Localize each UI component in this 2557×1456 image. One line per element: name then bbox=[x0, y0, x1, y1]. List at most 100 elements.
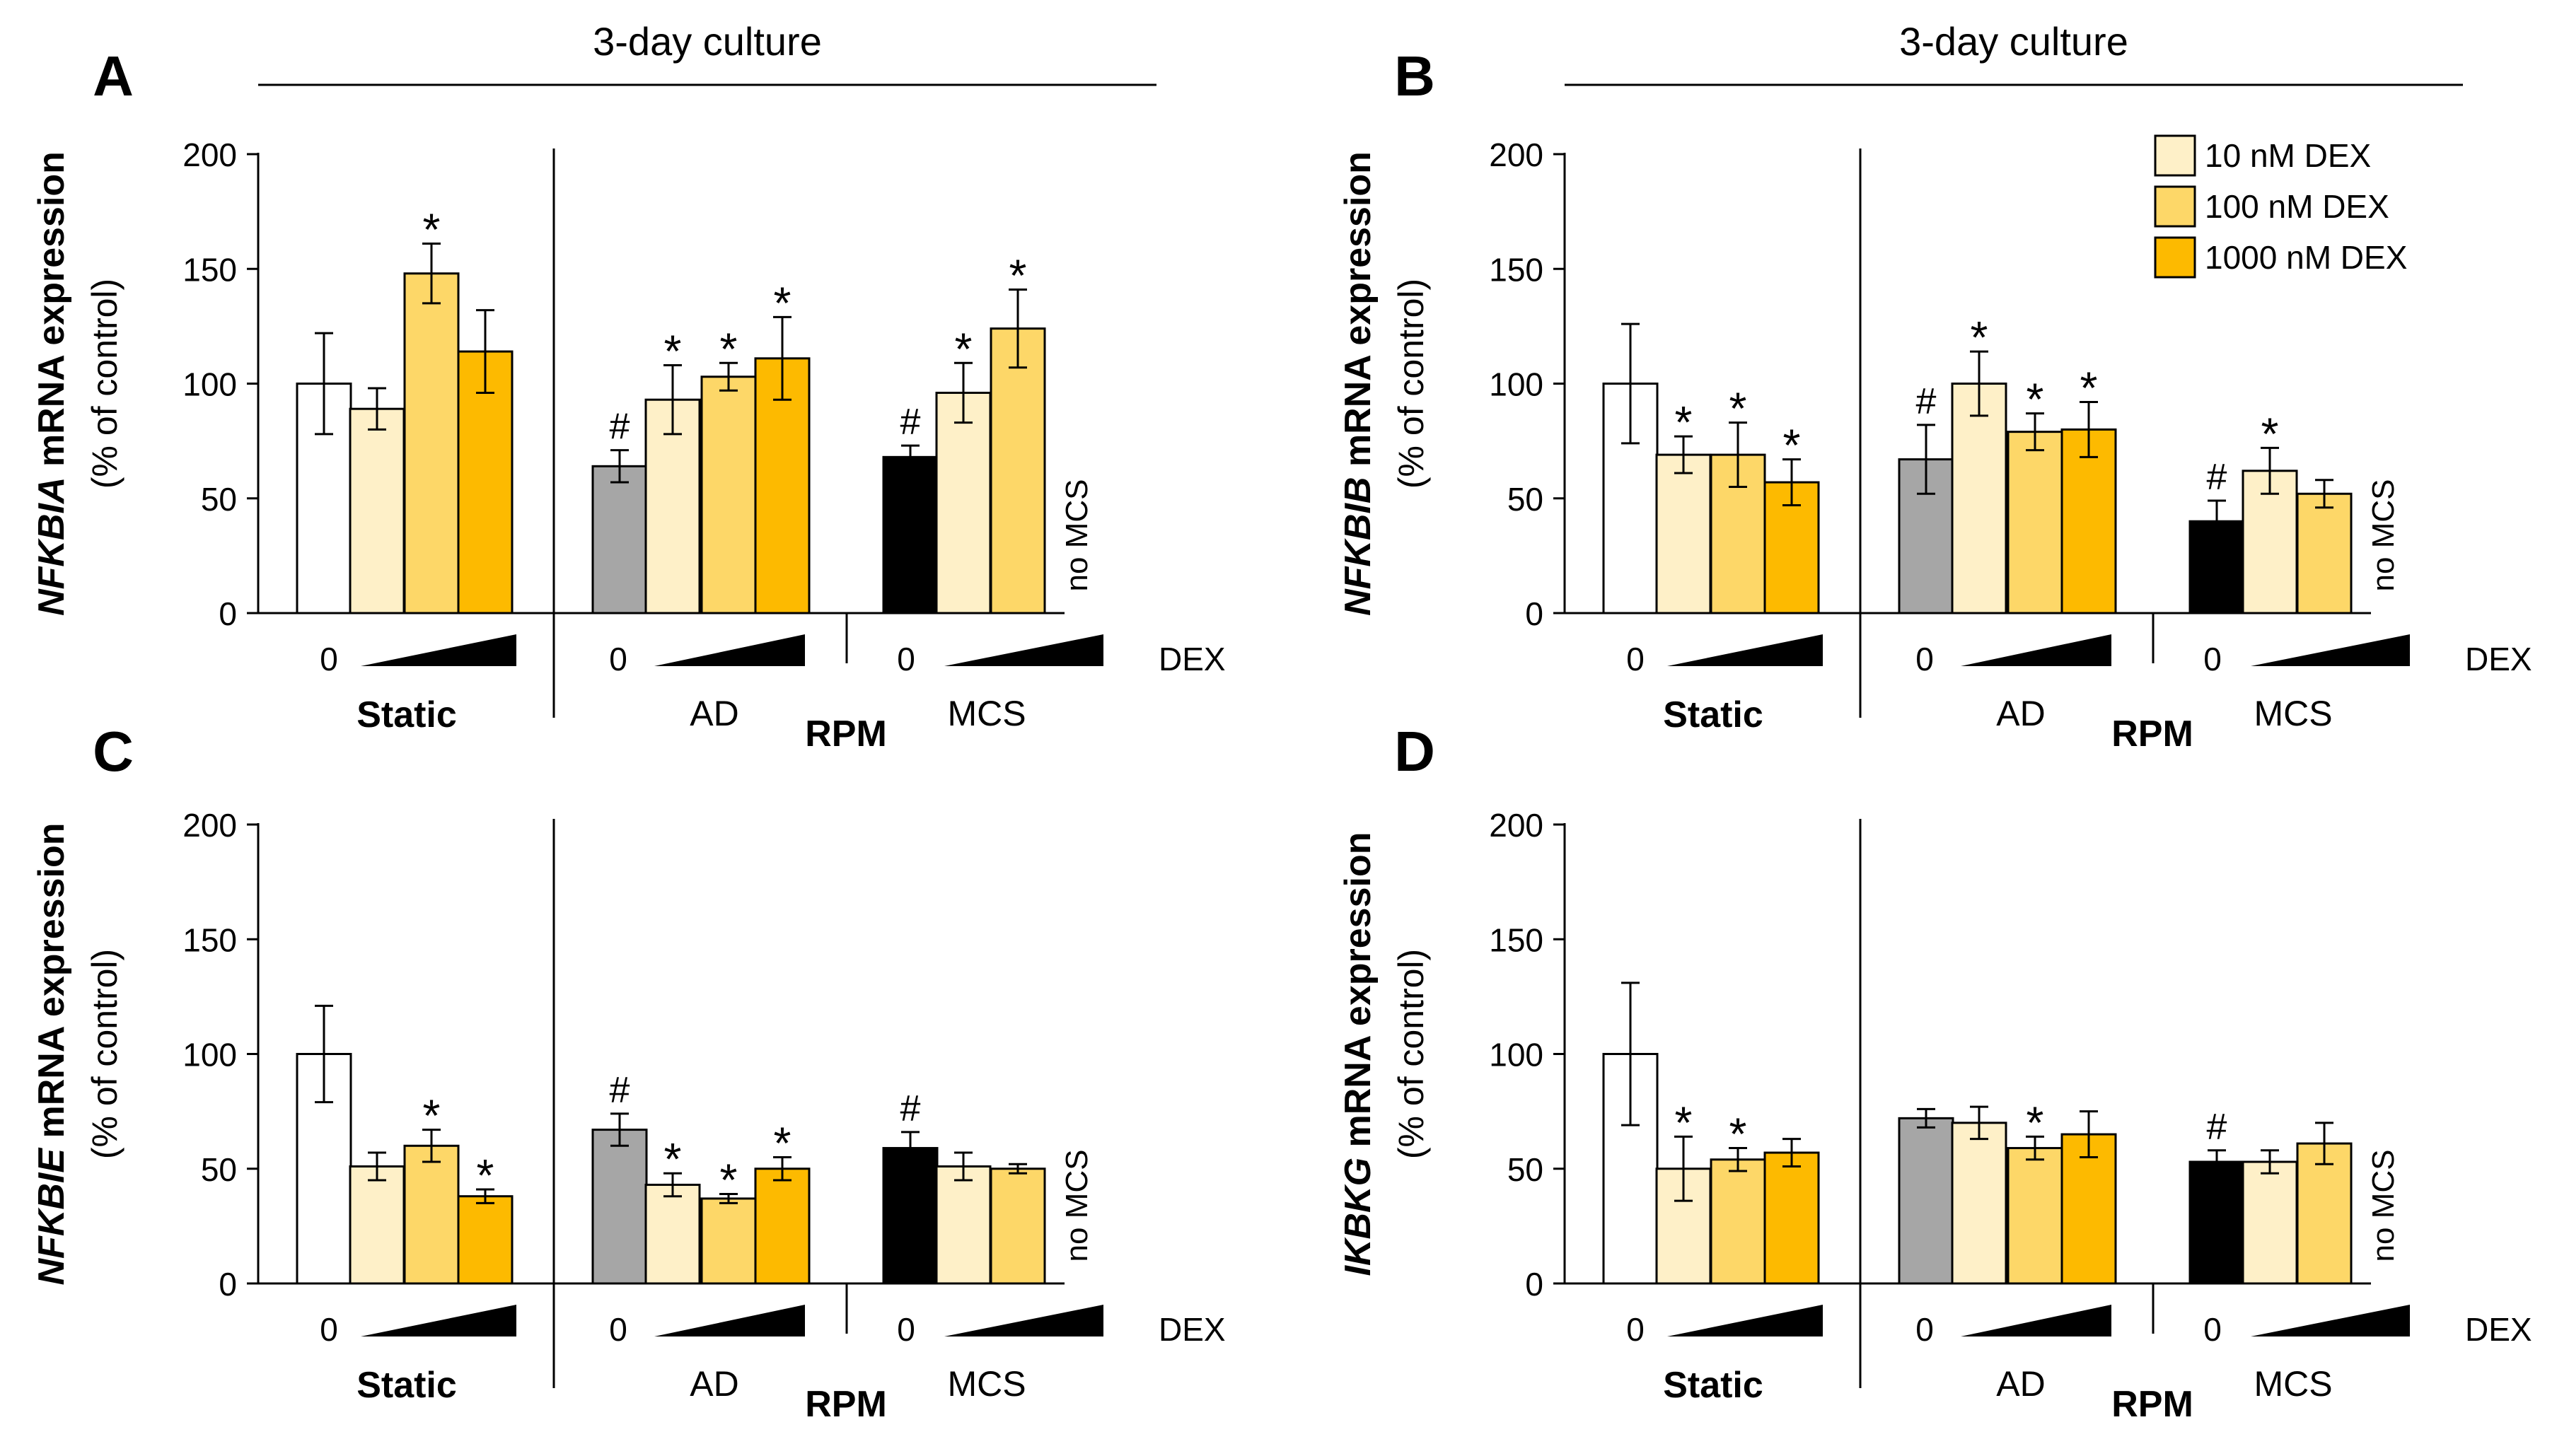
bar-static-100 bbox=[1710, 1158, 1766, 1285]
dex-zero-label: 0 bbox=[1626, 1311, 1645, 1348]
y-tick-label: 150 bbox=[1489, 251, 1543, 288]
dex-ramp bbox=[654, 634, 805, 666]
y-axis-title: IKBKG mRNA expression bbox=[1338, 832, 1379, 1276]
legend-label: 10 nM DEX bbox=[2205, 137, 2371, 174]
significance-star: * bbox=[423, 204, 441, 255]
mcs-label: MCS bbox=[2254, 1364, 2332, 1404]
significance-star: * bbox=[774, 277, 792, 328]
y-tick-label: 150 bbox=[182, 251, 237, 288]
bar-mcs-10 bbox=[2242, 1160, 2298, 1285]
significance-hash: # bbox=[2207, 1107, 2227, 1148]
significance-hash: # bbox=[2207, 457, 2227, 498]
mcs-label: MCS bbox=[2254, 694, 2332, 733]
y-axis-title: NFKBIA mRNA expression bbox=[31, 151, 72, 616]
significance-star: * bbox=[1729, 1109, 1747, 1160]
bar-static-100 bbox=[403, 1144, 460, 1285]
y-tick-label: 200 bbox=[182, 136, 237, 173]
dex-zero-label: 0 bbox=[1915, 1311, 1934, 1348]
y-axis-title: NFKBIB mRNA expression bbox=[1338, 151, 1379, 616]
y-axis-suffix: mRNA expression bbox=[31, 823, 72, 1148]
y-tick-label: 100 bbox=[182, 366, 237, 403]
dex-axis-label: DEX bbox=[2465, 1311, 2532, 1348]
no-mcs-label: no MCS bbox=[1060, 479, 1094, 592]
bar-ad-100 bbox=[700, 1197, 757, 1285]
significance-hash: # bbox=[610, 407, 630, 448]
dex-zero-label: 0 bbox=[2203, 641, 2222, 677]
panel-a: A 3-day culture NFKBIA mRNA expression (% o… bbox=[31, 19, 1226, 755]
significance-star: * bbox=[1675, 397, 1693, 448]
y-tick-label: 150 bbox=[1489, 921, 1543, 958]
significance-star: * bbox=[2027, 374, 2044, 425]
panel-b: B 3-day culture NFKBIB mRNA expression (% o… bbox=[1338, 19, 2532, 755]
y-tick-label: 100 bbox=[182, 1037, 237, 1073]
dex-ramp bbox=[944, 1305, 1103, 1336]
bar-mcs-0 bbox=[882, 455, 939, 615]
bar-static-10 bbox=[349, 407, 405, 615]
dex-zero-label: 0 bbox=[2203, 1311, 2222, 1348]
dex-zero-label: 0 bbox=[320, 641, 338, 677]
y-tick-label: 0 bbox=[1525, 1266, 1543, 1303]
bar-static-10 bbox=[1655, 453, 1712, 615]
ad-label: AD bbox=[690, 694, 738, 733]
y-tick-label: 50 bbox=[201, 481, 237, 518]
bar-ad-1000 bbox=[754, 1167, 811, 1285]
dex-axis-label: DEX bbox=[1159, 1311, 1226, 1348]
y-axis-gene: NFKBIE bbox=[31, 1148, 72, 1286]
dex-ramp bbox=[1667, 634, 1823, 666]
dex-zero-label: 0 bbox=[897, 641, 915, 677]
dex-ramp bbox=[1961, 1305, 2111, 1336]
dex-ramp bbox=[2251, 1305, 2410, 1336]
significance-star: * bbox=[664, 326, 682, 377]
y-tick-label: 200 bbox=[1489, 136, 1543, 173]
bar-mcs-0 bbox=[882, 1147, 939, 1285]
rpm-label: RPM bbox=[2111, 714, 2193, 755]
y-tick-label: 200 bbox=[182, 807, 237, 844]
significance-star: * bbox=[423, 1090, 441, 1141]
significance-star: * bbox=[774, 1118, 792, 1169]
y-tick-label: 0 bbox=[1525, 595, 1543, 632]
bar-ad-10 bbox=[644, 1183, 701, 1285]
static-label: Static bbox=[356, 694, 457, 735]
dex-zero-label: 0 bbox=[1626, 641, 1645, 677]
bar-ad-10 bbox=[1951, 383, 2007, 615]
mcs-label: MCS bbox=[947, 1364, 1026, 1404]
y-axis-unit: (% of control) bbox=[85, 279, 124, 489]
bar-mcs-100 bbox=[2296, 492, 2353, 615]
panel-letter: A bbox=[93, 45, 134, 107]
bar-static-1000 bbox=[457, 1195, 514, 1285]
y-axis-gene: IKBKG bbox=[1338, 1158, 1379, 1276]
dex-axis-label: DEX bbox=[2465, 641, 2532, 677]
y-tick-label: 50 bbox=[201, 1151, 237, 1188]
dex-ramp bbox=[654, 1305, 805, 1336]
y-axis-gene: NFKBIA bbox=[31, 477, 72, 616]
dex-ramp bbox=[361, 634, 516, 666]
mcs-label: MCS bbox=[947, 694, 1026, 733]
bar-ad-0 bbox=[1898, 1117, 1954, 1285]
bar-ad-10 bbox=[644, 398, 701, 615]
panel-letter: B bbox=[1394, 45, 1435, 107]
significance-star: * bbox=[1783, 420, 1801, 471]
significance-star: * bbox=[664, 1134, 682, 1184]
dex-ramp bbox=[1961, 634, 2111, 666]
y-axis-gene: NFKBIB bbox=[1338, 477, 1379, 616]
legend-swatch bbox=[2154, 185, 2196, 228]
significance-star: * bbox=[477, 1150, 494, 1201]
bar-ad-0 bbox=[591, 1129, 648, 1285]
y-tick-label: 150 bbox=[182, 921, 237, 958]
legend-swatch bbox=[2154, 236, 2196, 279]
y-axis-suffix: mRNA expression bbox=[1338, 151, 1379, 477]
significance-star: * bbox=[2261, 408, 2279, 459]
y-axis-title: NFKBIE mRNA expression bbox=[31, 823, 72, 1286]
significance-star: * bbox=[955, 323, 973, 374]
static-label: Static bbox=[1663, 1365, 1763, 1406]
significance-star: * bbox=[1675, 1097, 1693, 1148]
ad-label: AD bbox=[690, 1364, 738, 1404]
significance-star: * bbox=[1729, 383, 1747, 434]
bar-static-1000 bbox=[1763, 1151, 1820, 1285]
panel-d: D IKBKG mRNA expression (% of control) 0 50 1… bbox=[1338, 720, 2532, 1425]
significance-star: * bbox=[2027, 1097, 2044, 1148]
y-tick-label: 0 bbox=[219, 595, 237, 632]
significance-hash: # bbox=[610, 1070, 630, 1111]
y-tick-label: 50 bbox=[1507, 1151, 1543, 1188]
